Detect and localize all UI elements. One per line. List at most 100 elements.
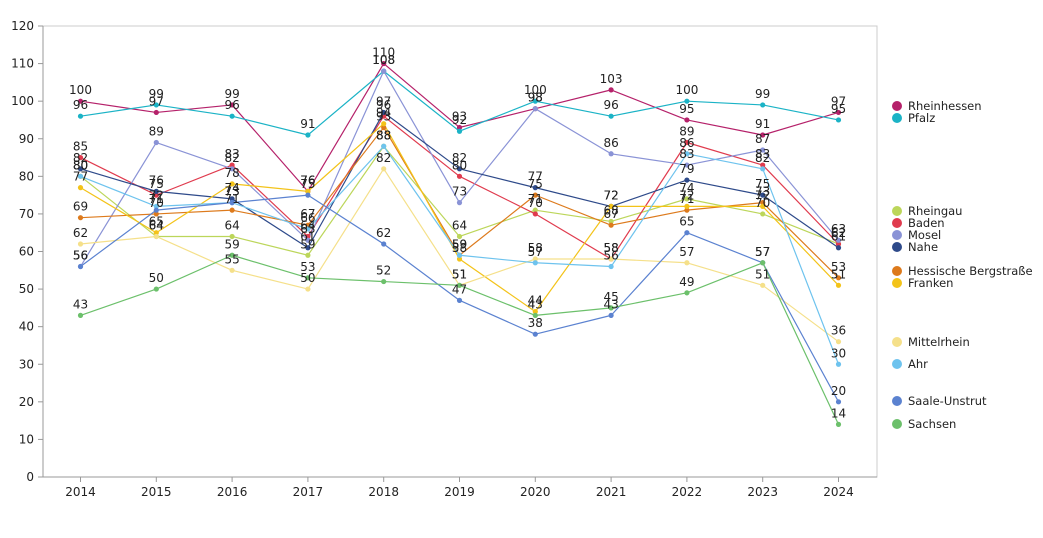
point-mosel-2019[interactable]	[456, 200, 463, 206]
point-rheingau-2022[interactable]	[684, 196, 690, 202]
point-mosel-2015[interactable]	[153, 139, 159, 146]
point-mittelrhein-2020[interactable]	[532, 256, 538, 262]
point-nahe-2022[interactable]	[684, 177, 690, 183]
point-rheingau-2019[interactable]	[456, 233, 463, 240]
point-nahe-2023[interactable]	[760, 192, 766, 198]
point-nahe-2017[interactable]	[305, 245, 311, 251]
point-saale-unstrut-2020[interactable]	[532, 331, 538, 337]
legend-item-mittelrhein[interactable]: Mittelrhein	[892, 335, 970, 349]
point-pfalz-2014[interactable]	[77, 113, 84, 119]
point-baden-2014[interactable]	[77, 154, 84, 161]
point-rheinhessen-2021[interactable]	[608, 87, 614, 93]
point-baden-2016[interactable]	[229, 162, 235, 168]
point-sachsen-2014[interactable]	[77, 312, 84, 318]
point-mosel-2020[interactable]	[532, 106, 538, 112]
point-saale-unstrut-2019[interactable]	[456, 297, 463, 303]
point-mittelrhein-2022[interactable]	[684, 260, 690, 266]
point-mosel-2021[interactable]	[608, 151, 614, 157]
point-nahe-2016[interactable]	[229, 196, 235, 202]
point-mittelrhein-2018[interactable]	[381, 166, 387, 172]
point-rheinhessen-2019[interactable]	[456, 124, 463, 131]
point-hessische-bergstrasse-2014[interactable]	[77, 215, 84, 221]
point-mosel-2022[interactable]	[684, 162, 690, 168]
point-pfalz-2020[interactable]	[532, 98, 538, 104]
point-ahr-2019[interactable]	[456, 252, 463, 258]
point-rheinhessen-2022[interactable]	[684, 117, 690, 123]
point-rheinhessen-2018[interactable]	[381, 60, 387, 67]
point-sachsen-2015[interactable]	[153, 286, 159, 292]
point-hessische-bergstrasse-2020[interactable]	[532, 192, 538, 198]
point-ahr-2020[interactable]	[532, 260, 538, 266]
point-rheingau-2016[interactable]	[229, 233, 235, 240]
point-franken-2020[interactable]	[532, 309, 538, 315]
point-saale-unstrut-2018[interactable]	[381, 241, 387, 247]
point-baden-2023[interactable]	[760, 162, 766, 168]
legend-item-hessische-bergstrasse[interactable]: Hessische Bergstraße	[892, 264, 1033, 278]
point-franken-2017[interactable]	[305, 188, 311, 194]
point-mittelrhein-2023[interactable]	[760, 282, 766, 288]
point-rheingau-2017[interactable]	[305, 252, 311, 258]
point-sachsen-2020[interactable]	[532, 312, 538, 318]
point-pfalz-2024[interactable]	[835, 117, 842, 123]
point-baden-2015[interactable]	[153, 192, 159, 198]
point-nahe-2019[interactable]	[456, 166, 463, 172]
point-saale-unstrut-2022[interactable]	[684, 230, 690, 236]
point-nahe-2024[interactable]	[835, 245, 842, 251]
point-pfalz-2016[interactable]	[229, 113, 235, 119]
point-saale-unstrut-2021[interactable]	[608, 312, 614, 318]
point-mosel-2024[interactable]	[835, 237, 842, 243]
point-sachsen-2024[interactable]	[835, 421, 842, 427]
point-franken-2022[interactable]	[684, 203, 690, 209]
point-pfalz-2019[interactable]	[456, 128, 463, 134]
legend-item-rheingau[interactable]: Rheingau	[892, 204, 962, 218]
legend-item-pfalz[interactable]: Pfalz	[892, 111, 935, 125]
point-ahr-2023[interactable]	[760, 166, 766, 172]
point-baden-2018[interactable]	[381, 113, 387, 119]
point-pfalz-2023[interactable]	[760, 102, 766, 108]
point-mosel-2017[interactable]	[305, 237, 311, 243]
point-franken-2021[interactable]	[608, 203, 614, 209]
point-baden-2017[interactable]	[305, 233, 311, 240]
point-franken-2014[interactable]	[77, 185, 84, 191]
legend-item-baden[interactable]: Baden	[892, 216, 945, 230]
point-saale-unstrut-2014[interactable]	[77, 263, 84, 270]
point-sachsen-2023[interactable]	[760, 260, 766, 266]
point-sachsen-2021[interactable]	[608, 305, 614, 311]
point-saale-unstrut-2017[interactable]	[305, 192, 311, 198]
point-hessische-bergstrasse-2023[interactable]	[760, 200, 766, 206]
point-baden-2022[interactable]	[684, 139, 690, 146]
point-mittelrhein-2021[interactable]	[608, 256, 614, 262]
point-franken-2018[interactable]	[381, 121, 387, 127]
point-franken-2015[interactable]	[153, 230, 159, 236]
point-saale-unstrut-2024[interactable]	[835, 399, 842, 405]
point-sachsen-2016[interactable]	[229, 252, 235, 258]
point-franken-2016[interactable]	[229, 181, 235, 187]
point-franken-2023[interactable]	[760, 203, 766, 209]
point-rheinhessen-2024[interactable]	[835, 109, 842, 116]
legend-item-saale-unstrut[interactable]: Saale-Unstrut	[892, 394, 987, 408]
point-mosel-2018[interactable]	[381, 68, 387, 74]
point-rheinhessen-2016[interactable]	[229, 102, 235, 108]
point-baden-2019[interactable]	[456, 173, 463, 179]
point-rheingau-2020[interactable]	[532, 207, 538, 213]
point-sachsen-2019[interactable]	[456, 282, 463, 288]
point-rheinhessen-2014[interactable]	[77, 98, 84, 104]
point-pfalz-2022[interactable]	[684, 98, 690, 104]
point-mittelrhein-2015[interactable]	[153, 233, 159, 240]
point-rheingau-2021[interactable]	[608, 218, 614, 225]
point-nahe-2020[interactable]	[532, 185, 538, 191]
legend-item-nahe[interactable]: Nahe	[892, 240, 938, 254]
point-ahr-2024[interactable]	[835, 361, 842, 367]
legend-item-ahr[interactable]: Ahr	[892, 357, 928, 371]
legend-item-franken[interactable]: Franken	[892, 276, 953, 290]
point-hessische-bergstrasse-2022[interactable]	[684, 207, 690, 213]
point-pfalz-2021[interactable]	[608, 113, 614, 119]
point-mittelrhein-2014[interactable]	[77, 241, 84, 247]
point-hessische-bergstrasse-2018[interactable]	[381, 124, 387, 131]
point-mittelrhein-2017[interactable]	[305, 286, 311, 292]
point-mittelrhein-2016[interactable]	[229, 267, 235, 273]
point-ahr-2014[interactable]	[77, 173, 84, 179]
point-mosel-2016[interactable]	[229, 166, 235, 172]
point-baden-2020[interactable]	[532, 211, 538, 217]
